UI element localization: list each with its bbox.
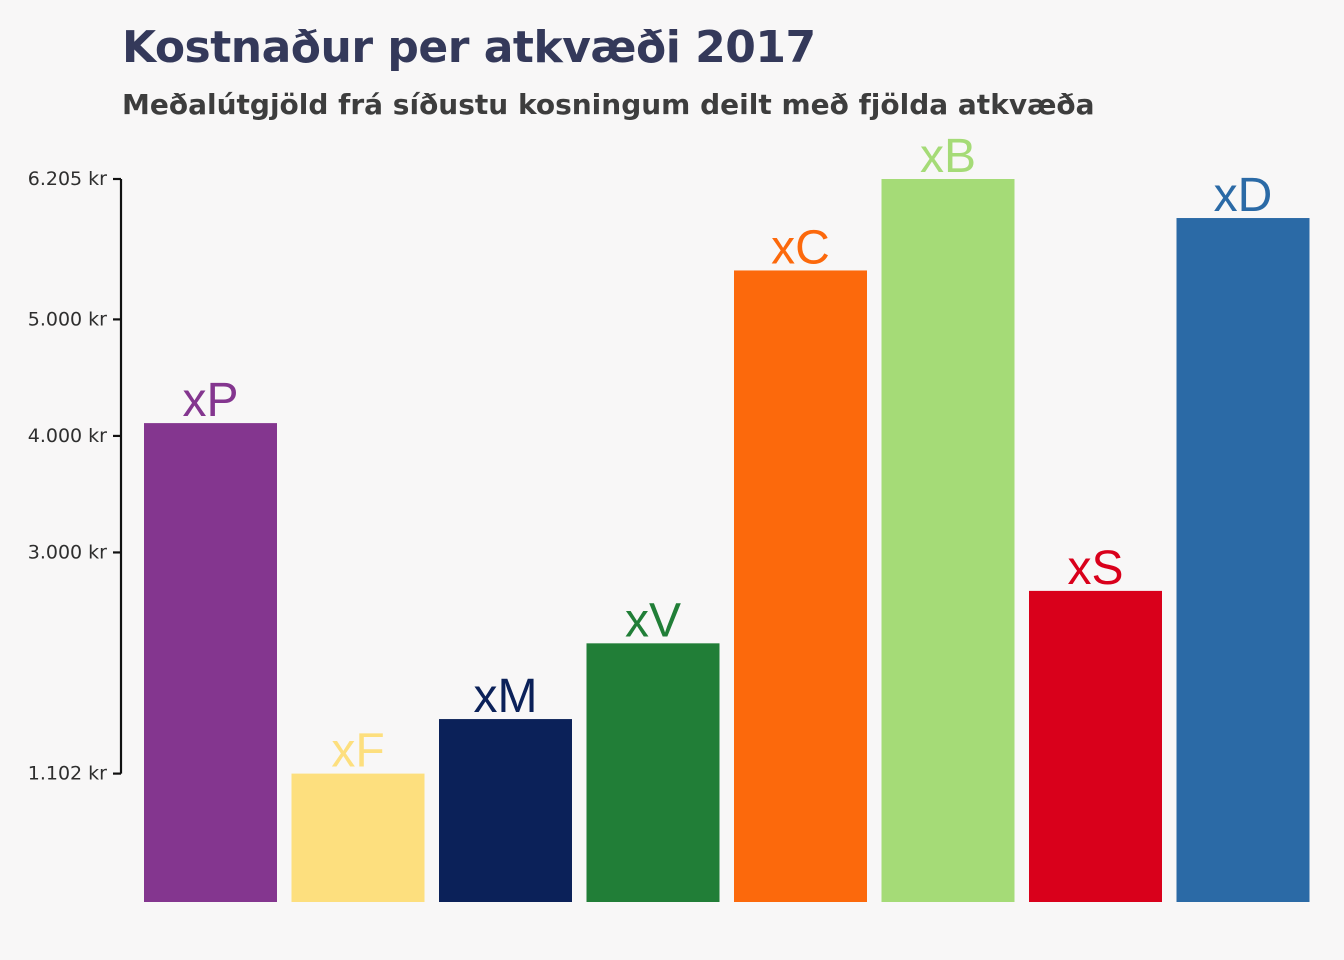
bar-xv — [586, 643, 720, 902]
chart-title: Kostnaður per atkvæði 2017 — [122, 22, 816, 73]
y-tick-label: 6.205 kr — [28, 168, 107, 190]
bar-label-xd: xD — [1214, 169, 1273, 222]
bar-label-xf: xF — [331, 725, 384, 778]
bars — [144, 179, 1310, 903]
y-tick-label: 3.000 kr — [28, 541, 107, 563]
y-tick-label: 4.000 kr — [28, 425, 107, 447]
bar-xs — [1029, 590, 1162, 902]
y-axis: 1.102 kr 3.000 kr 4.000 kr 5.000 kr 6.205 kr — [28, 168, 123, 785]
bar-label-xv: xV — [625, 594, 681, 647]
bar-xp — [144, 423, 277, 902]
bar-xf — [291, 773, 425, 902]
y-tick-label: 5.000 kr — [28, 308, 107, 330]
bar-labels: xP xF xM xV xC xB xS xD — [182, 130, 1272, 778]
bar-label-xp: xP — [182, 374, 238, 427]
bar-xd — [1176, 218, 1310, 903]
bar-label-xs: xS — [1067, 542, 1123, 595]
bar-label-xm: xM — [474, 670, 538, 723]
bar-label-xb: xB — [920, 130, 976, 183]
chart-subtitle: Meðalútgjöld frá síðustu kosningum deilt… — [122, 88, 1095, 121]
bar-xb — [881, 179, 1015, 902]
bar-label-xc: xC — [771, 221, 830, 274]
bar-xm — [439, 719, 572, 902]
bar-xc — [734, 270, 867, 902]
y-tick-label: 1.102 kr — [28, 763, 107, 785]
